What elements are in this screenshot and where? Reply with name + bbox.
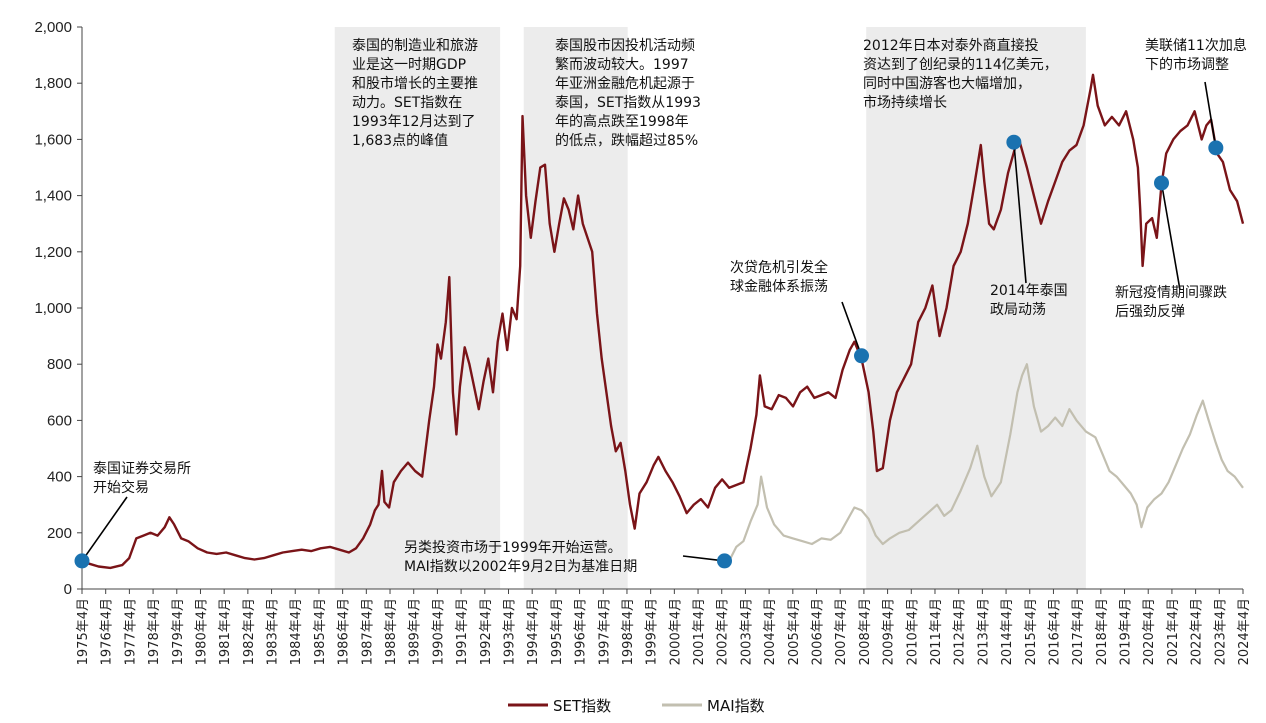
event-marker-1 — [717, 553, 733, 569]
x-tick-label: 2022年4月 — [1190, 598, 1205, 665]
x-tick-label: 1983年4月 — [266, 598, 281, 665]
y-tick-label: 1,600 — [34, 131, 72, 148]
x-tick-label: 1992年4月 — [479, 598, 494, 665]
y-tick-label: 600 — [47, 412, 72, 429]
x-tick-label: 1989年4月 — [408, 598, 423, 665]
event-marker-5 — [1208, 140, 1224, 156]
x-tick-label: 1999年4月 — [645, 598, 660, 665]
annotation-text-0: 泰国证券交易所开始交易 — [93, 460, 191, 496]
event-marker-3 — [1006, 134, 1022, 150]
x-tick-label: 1990年4月 — [431, 598, 446, 665]
annotation-pointer-7 — [1204, 81, 1217, 148]
x-tick-label: 2017年4月 — [1071, 598, 1086, 665]
x-tick-label: 2014年4月 — [1000, 598, 1015, 665]
x-tick-label: 1996年4月 — [574, 598, 589, 665]
legend-set-label: SET指数 — [553, 697, 611, 715]
x-tick-label: 1987年4月 — [360, 598, 375, 665]
x-tick-label: 1997年4月 — [597, 598, 612, 665]
y-tick-label: 400 — [47, 469, 72, 486]
event-marker-2 — [854, 348, 870, 364]
y-tick-label: 1,200 — [34, 244, 72, 261]
annotation-text-4: 次贷危机引发全球金融体系振荡 — [730, 259, 828, 295]
x-tick-label: 2020年4月 — [1142, 598, 1157, 665]
x-tick-label: 2015年4月 — [1024, 598, 1039, 665]
x-tick-label: 2001年4月 — [692, 598, 707, 665]
event-marker-4 — [1154, 175, 1170, 191]
annotation-text-6: 2014年泰国政局动荡 — [990, 283, 1068, 318]
mai-series — [728, 363, 1244, 562]
x-tick-label: 2008年4月 — [858, 598, 873, 665]
x-tick-label: 1984年4月 — [289, 598, 304, 665]
legend: SET指数 MAI指数 — [508, 697, 765, 715]
y-tick-label: 1,400 — [34, 188, 72, 205]
y-tick-label: 1,000 — [34, 300, 72, 317]
x-tick-label: 2016年4月 — [1047, 598, 1062, 665]
annotation-pointer-8 — [1160, 182, 1181, 291]
x-tick-label: 2010年4月 — [905, 598, 920, 665]
mai-index-line — [728, 363, 1244, 562]
x-tick-label: 1995年4月 — [550, 598, 565, 665]
x-tick-label: 2003年4月 — [739, 598, 754, 665]
shaded-period-2 — [866, 27, 1086, 589]
y-tick-label: 200 — [47, 525, 72, 542]
x-tick-label: 2024年4月 — [1237, 598, 1252, 665]
annotation-pointer-0 — [81, 496, 128, 562]
x-tick-label: 2009年4月 — [882, 598, 897, 665]
legend-mai-label: MAI指数 — [707, 697, 765, 715]
x-tick-label: 2019年4月 — [1119, 598, 1134, 665]
x-tick-label: 2011年4月 — [929, 598, 944, 665]
set-index-line — [81, 73, 1245, 570]
x-tick-label: 2013年4月 — [976, 598, 991, 665]
x-tick-label: 1975年4月 — [76, 598, 91, 665]
x-tick-label: 1986年4月 — [337, 598, 352, 665]
x-tick-label: 1976年4月 — [100, 598, 115, 665]
x-tick-label: 1977年4月 — [123, 598, 138, 665]
x-tick-label: 2012年4月 — [953, 598, 968, 665]
x-tick-labels: 1975年4月 1976年4月 1977年4月 1978年4月 1979年4月 1980年… — [76, 589, 1252, 665]
x-tick-label: 2000年4月 — [668, 598, 683, 665]
annotations: 泰国证券交易所开始交易 泰国的制造业和旅游业是这一时期GDP 和股市增长的主要推动力… — [93, 37, 1247, 575]
x-tick-label: 1978年4月 — [147, 598, 162, 665]
x-tick-label: 1994年4月 — [526, 598, 541, 665]
annotation-text-5: 2012年日本对泰外商直接投资达到了创纪录的114亿美元，同时中国游客也大幅增加… — [863, 37, 1058, 111]
annotation-pointer-4 — [841, 301, 863, 357]
y-tick-label: 800 — [47, 356, 72, 373]
x-tick-label: 2006年4月 — [811, 598, 826, 665]
x-tick-label: 1980年4月 — [194, 598, 209, 665]
y-tick-label: 0 — [64, 581, 72, 598]
x-tick-label: 2021年4月 — [1166, 598, 1181, 665]
x-tick-label: 1998年4月 — [621, 598, 636, 665]
x-tick-label: 1982年4月 — [242, 598, 257, 665]
y-tick-labels: 0 200 400 600 800 1,000 1,200 1,400 1,600 1,800 2,… — [34, 19, 82, 598]
x-tick-label: 2023年4月 — [1213, 598, 1228, 665]
x-tick-label: 2005年4月 — [787, 598, 802, 665]
event-markers — [74, 134, 1224, 569]
y-tick-label: 1,800 — [34, 75, 72, 92]
x-tick-label: 1991年4月 — [455, 598, 470, 665]
annotation-pointer-6 — [1013, 142, 1027, 284]
x-tick-label: 2007年4月 — [834, 598, 849, 665]
event-marker-0 — [74, 553, 90, 569]
annotation-pointers — [81, 81, 1217, 562]
x-tick-label: 2004年4月 — [763, 598, 778, 665]
x-tick-label: 2018年4月 — [1095, 598, 1110, 665]
set-series — [81, 73, 1245, 570]
x-tick-label: 1993年4月 — [502, 598, 517, 665]
shaded-period-1 — [523, 27, 628, 589]
x-tick-label: 1988年4月 — [384, 598, 399, 665]
annotation-text-2: 泰国股市因投机活动频繁而波动较大。1997 年亚洲金融危机起源于泰国，SET指数从… — [555, 37, 701, 149]
x-tick-label: 1981年4月 — [218, 598, 233, 665]
annotation-text-3: 另类投资市场于1999年开始运营。 MAI指数以2002年9月2日为基准日期 — [404, 539, 637, 575]
x-tick-label: 2002年4月 — [716, 598, 731, 665]
annotation-text-8: 新冠疫情期间骤跌后强劲反弹 — [1115, 285, 1227, 320]
annotation-text-7: 美联储11次加息下的市场调整 — [1145, 37, 1247, 73]
shaded-periods — [334, 27, 1086, 589]
annotation-text-1: 泰国的制造业和旅游业是这一时期GDP 和股市增长的主要推动力。SET指数在 1993… — [352, 38, 478, 149]
shaded-period-0 — [334, 27, 501, 589]
x-tick-label: 1985年4月 — [313, 598, 328, 665]
y-tick-label: 2,000 — [34, 19, 72, 36]
x-tick-label: 1979年4月 — [171, 598, 186, 665]
